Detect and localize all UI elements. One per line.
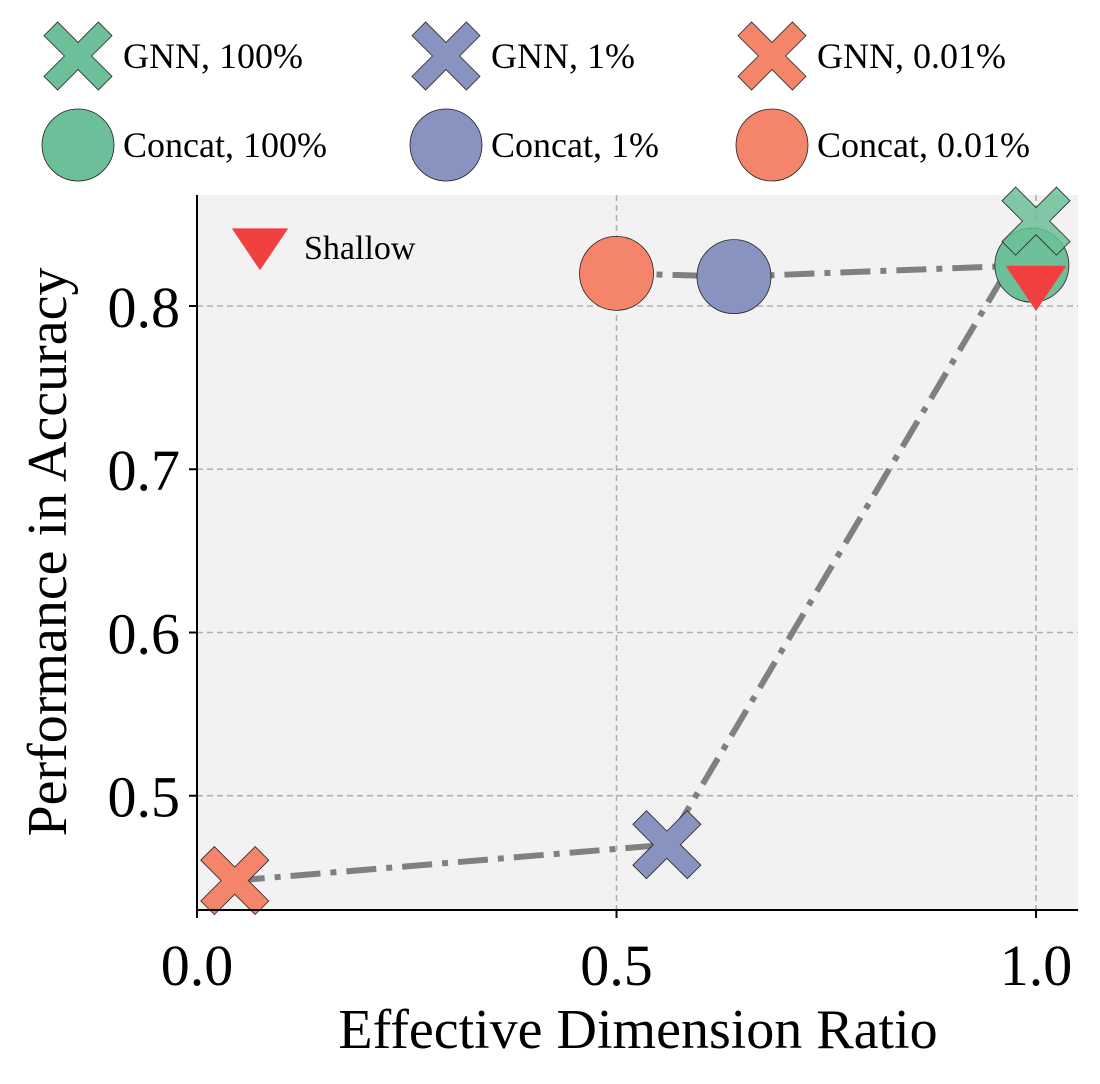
legend-label: Concat, 1%: [491, 125, 659, 165]
tick-labels: 0.0 0.5 1.0 0.5 0.6 0.7 0.8: [108, 275, 1073, 998]
inner-legend-marker-shallow: [232, 228, 288, 270]
axes: [189, 195, 1078, 918]
legend-marker-gnn-1: [411, 21, 481, 91]
legend-marker-concat-100: [41, 108, 115, 182]
legend-label: Concat, 100%: [123, 125, 327, 165]
legend-marker-concat-0-01: [735, 108, 809, 182]
marker-gnn-100: [1001, 186, 1071, 256]
y-tick-label: 0.7: [108, 438, 181, 503]
x-axis-label: Effective Dimension Ratio: [338, 999, 937, 1061]
legend-label: Concat, 0.01%: [817, 125, 1030, 165]
y-tick-label: 0.6: [108, 601, 181, 666]
y-tick-label: 0.5: [108, 765, 181, 830]
data-markers: [200, 186, 1071, 916]
x-tick-label: 0.5: [580, 933, 653, 998]
marker-concat-0-01: [579, 235, 654, 311]
legend-marker-gnn-0-01: [737, 21, 807, 91]
marker-concat-1: [696, 239, 772, 315]
legend: GNN, 100% GNN, 1% GNN, 0.01% Concat, 100% Co…: [41, 21, 1030, 182]
marker-gnn-1: [632, 810, 702, 880]
inner-legend-label: Shallow: [304, 230, 416, 267]
marker-shallow: [1006, 265, 1066, 311]
legend-label: GNN, 1%: [491, 36, 635, 76]
x-tick-label: 0.0: [161, 933, 234, 998]
y-axis-label: Performance in Accuracy: [17, 267, 79, 836]
marker-gnn-0-01: [200, 846, 270, 916]
legend-label: GNN, 0.01%: [817, 36, 1006, 76]
x-tick-label: 1.0: [1000, 933, 1073, 998]
plot-background: [197, 195, 1078, 910]
legend-label: GNN, 100%: [123, 36, 303, 76]
inner-legend: Shallow: [232, 228, 416, 270]
y-tick-label: 0.8: [108, 275, 181, 340]
legend-marker-gnn-100: [43, 21, 113, 91]
legend-marker-concat-1: [409, 108, 483, 182]
